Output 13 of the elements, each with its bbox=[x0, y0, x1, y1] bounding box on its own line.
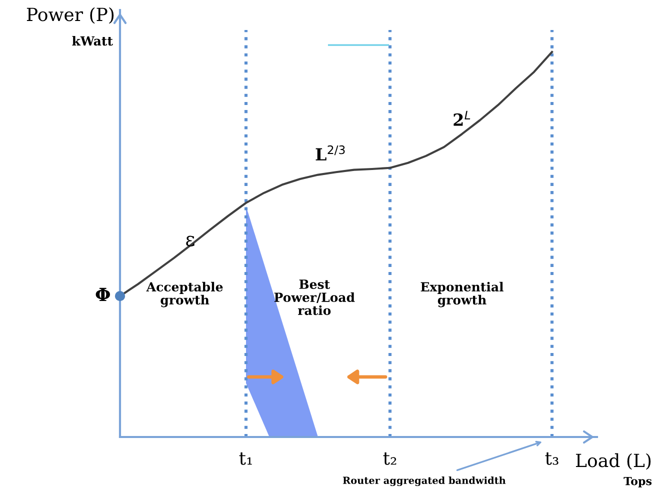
annotation: 2$^{L}$ bbox=[454, 110, 470, 126]
text: Router aggregated bandwidth bbox=[342, 476, 506, 486]
text: Φ bbox=[96, 288, 110, 302]
x-axis-title: Load (L) Tops bbox=[576, 453, 652, 488]
annotation: Acceptable growth bbox=[146, 282, 223, 308]
annotation: Exponential growth bbox=[420, 282, 504, 308]
x-tick-label: t₃ bbox=[545, 452, 558, 465]
x-tick-label: t₁ bbox=[239, 452, 252, 465]
y-axis-title: Power (P) kWatt bbox=[26, 7, 114, 46]
annotation: ε bbox=[186, 236, 194, 246]
annotation: L$^{2/3}$ bbox=[316, 145, 345, 160]
x-tick-label: t₂ bbox=[383, 452, 396, 465]
annotation: Best Power/Load ratio bbox=[274, 280, 355, 316]
